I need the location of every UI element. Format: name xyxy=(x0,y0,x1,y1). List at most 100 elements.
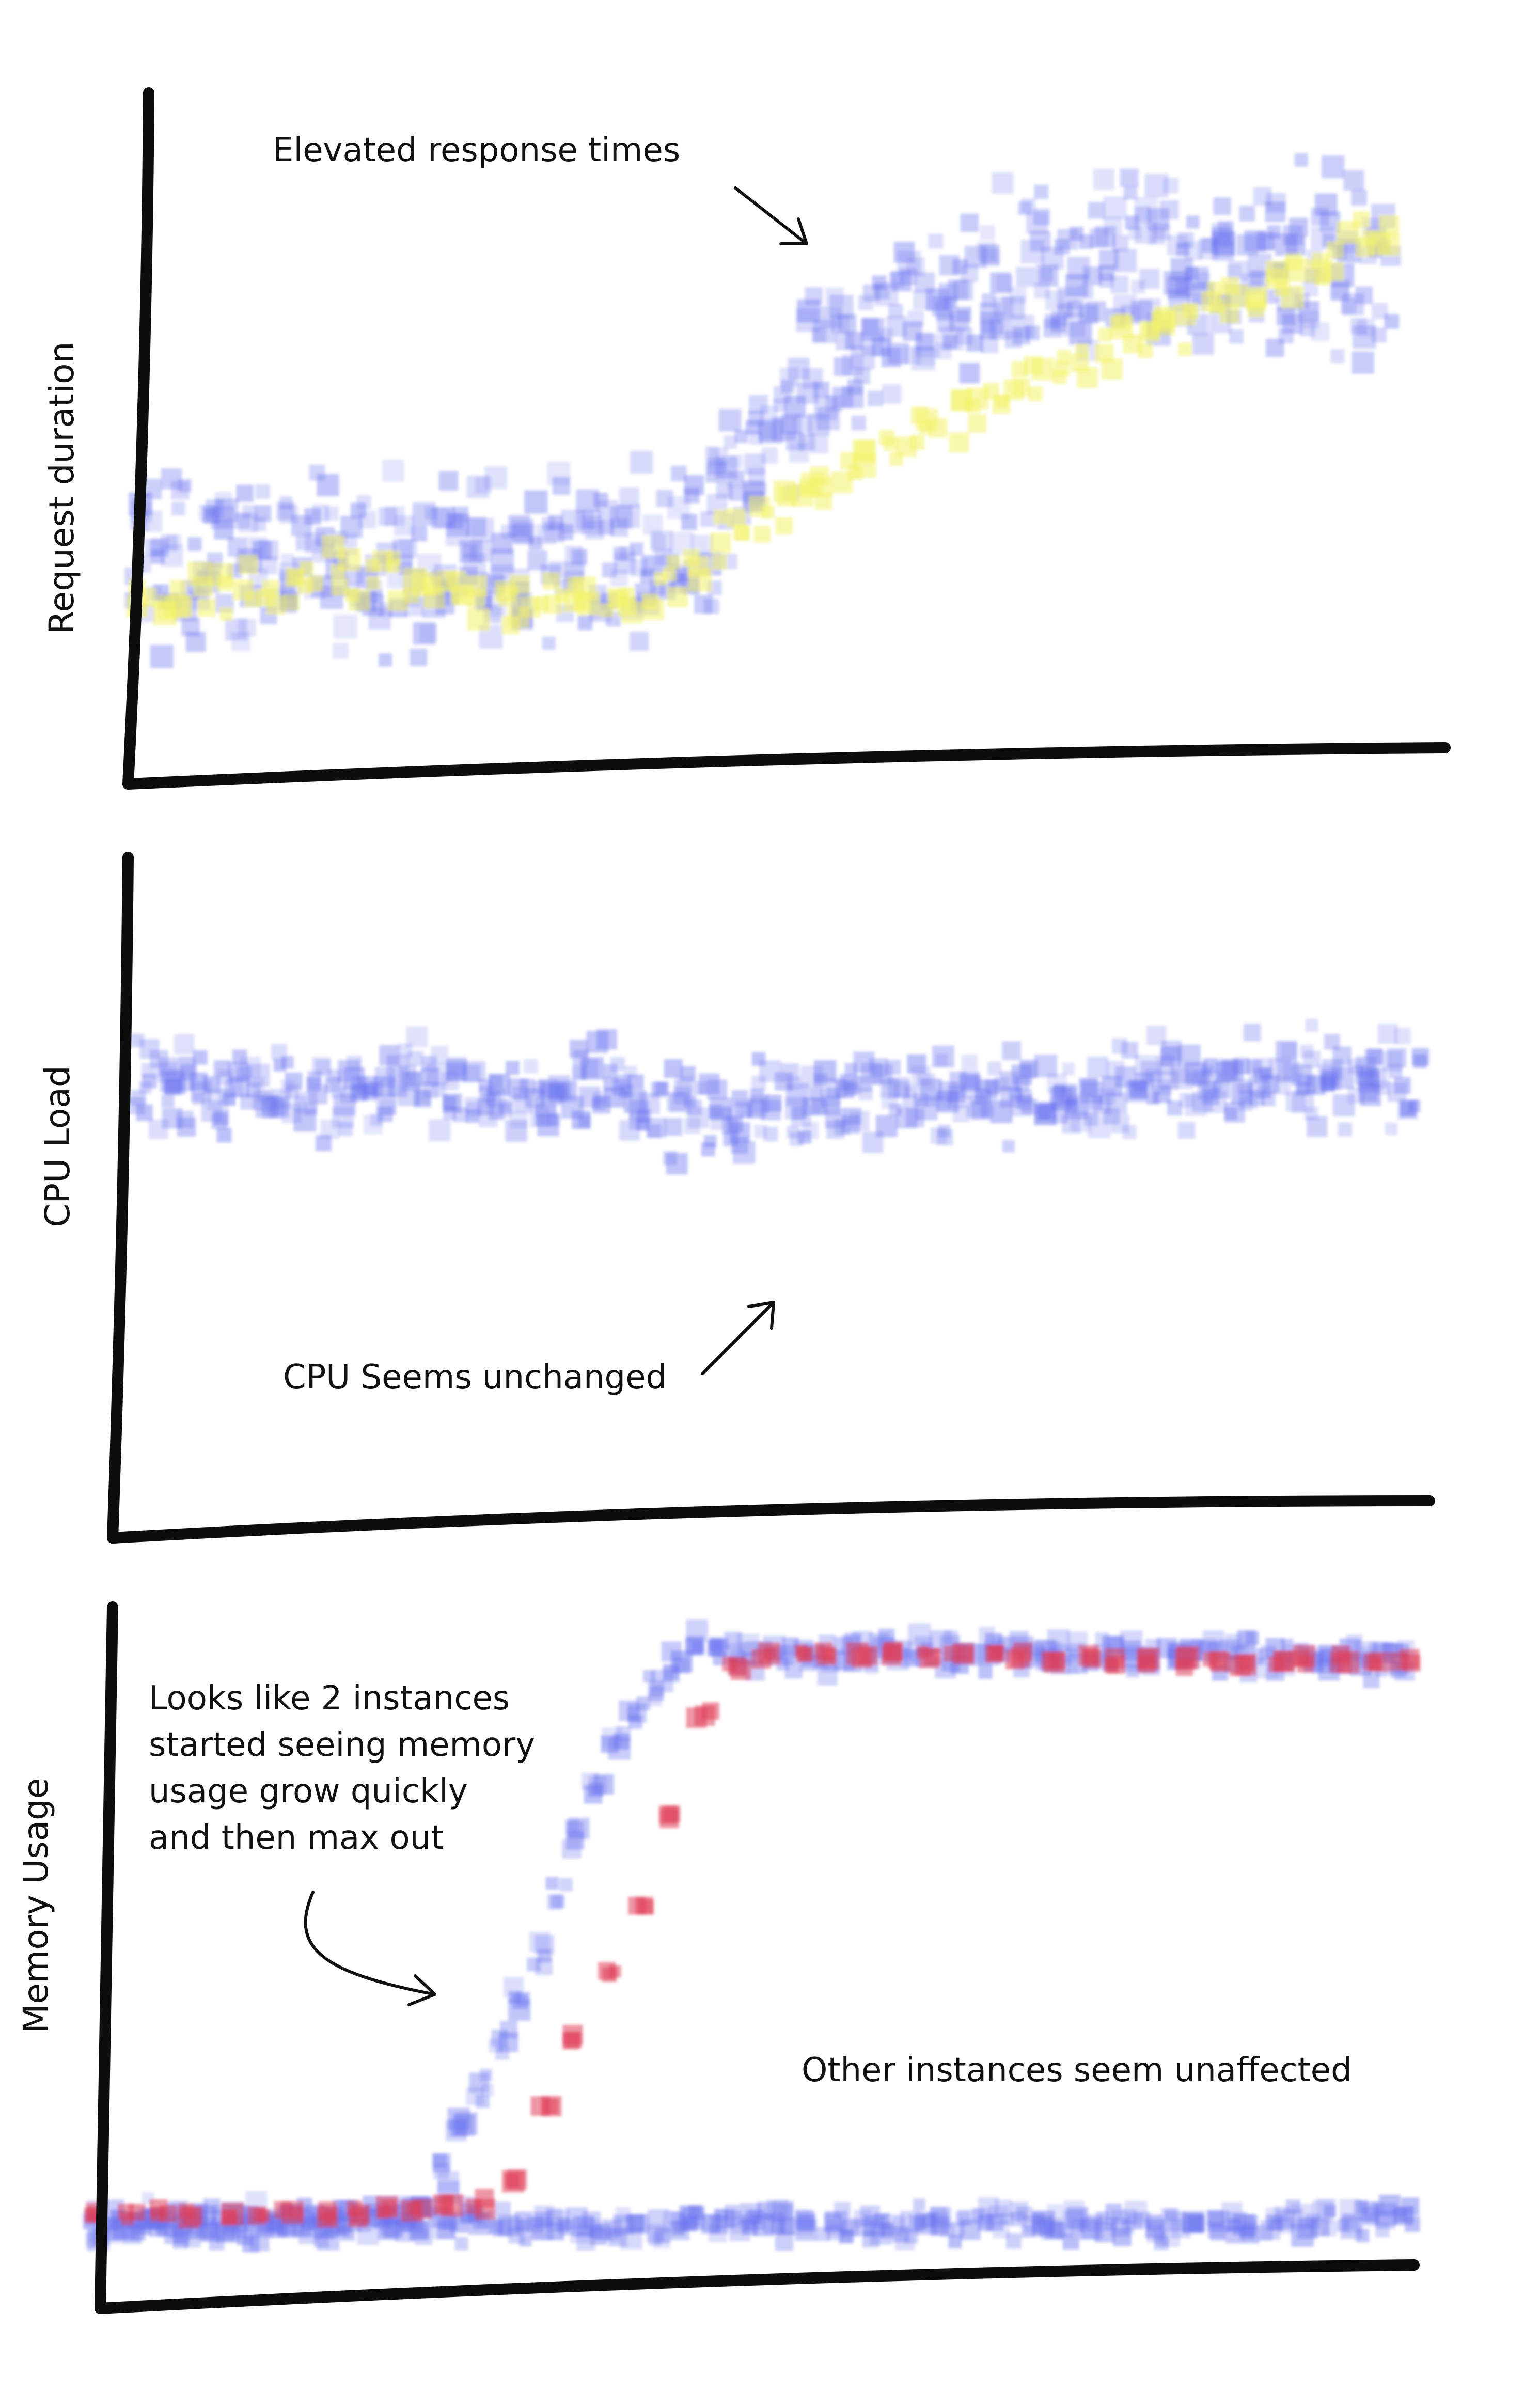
data-point xyxy=(679,2205,700,2226)
data-point xyxy=(1192,333,1214,355)
data-point xyxy=(192,1092,206,1105)
highlight-point xyxy=(958,1646,974,1662)
data-point xyxy=(681,514,697,530)
highlight-point xyxy=(1325,262,1344,281)
highlight-point xyxy=(1378,233,1400,256)
data-point xyxy=(686,1099,702,1115)
data-point xyxy=(413,622,436,645)
data-point xyxy=(566,1831,585,1850)
data-point xyxy=(150,644,174,668)
data-point xyxy=(498,2032,518,2052)
highlight-point xyxy=(1151,311,1175,336)
data-point xyxy=(476,2094,490,2109)
data-point xyxy=(761,1100,781,1121)
data-point xyxy=(596,1029,617,1050)
data-point xyxy=(312,1057,331,1076)
highlight-point xyxy=(758,1642,780,1665)
data-point xyxy=(1314,193,1338,216)
data-point xyxy=(686,1619,709,1642)
highlight-point xyxy=(150,2207,165,2222)
highlight-point xyxy=(1403,1654,1421,1672)
highlight-point xyxy=(1043,1651,1065,1673)
data-point xyxy=(869,1058,888,1077)
data-point xyxy=(216,1127,232,1143)
highlight-point xyxy=(254,2208,267,2221)
data-point xyxy=(379,1098,396,1115)
data-point xyxy=(306,1077,321,1091)
data-point xyxy=(704,1135,717,1148)
highlight-point xyxy=(1247,301,1264,318)
data-point xyxy=(834,2201,851,2219)
highlight-point xyxy=(1137,1649,1156,1669)
data-point xyxy=(578,1115,591,1127)
y-axis-label: Memory Usage xyxy=(16,1777,56,2033)
data-point xyxy=(1110,275,1129,294)
highlight-point xyxy=(376,2196,398,2218)
svg-text:Looks like 2 instances: Looks like 2 instances xyxy=(149,1679,510,1718)
data-point xyxy=(1413,1054,1427,1068)
data-point xyxy=(772,417,796,441)
highlight-point xyxy=(884,436,898,451)
data-point xyxy=(139,1039,160,1059)
data-point xyxy=(1025,325,1040,340)
scatter-points xyxy=(128,1018,1429,1175)
data-point xyxy=(661,1641,682,1662)
data-point xyxy=(237,2229,254,2245)
highlight-point xyxy=(1028,386,1043,401)
data-point xyxy=(1294,153,1308,167)
data-point xyxy=(1079,285,1094,300)
highlight-point xyxy=(1208,1651,1228,1670)
highlight-point xyxy=(423,576,442,595)
highlight-point xyxy=(727,508,746,528)
highlight-point xyxy=(968,414,987,433)
data-point xyxy=(763,1127,778,1142)
highlight-point xyxy=(322,2211,335,2225)
highlight-point xyxy=(219,607,233,621)
data-point xyxy=(1338,1122,1352,1137)
data-point xyxy=(837,314,857,333)
data-point xyxy=(422,1081,439,1098)
highlight-point xyxy=(542,2098,558,2114)
data-point xyxy=(1385,1122,1398,1135)
data-point xyxy=(1043,319,1062,338)
data-point xyxy=(704,599,719,614)
highlight-point xyxy=(347,2200,363,2216)
arrow-icon xyxy=(701,1301,775,1375)
data-point xyxy=(1355,286,1373,304)
highlight-point xyxy=(465,575,487,597)
highlight-point xyxy=(713,510,728,524)
data-point xyxy=(684,1118,701,1134)
panel-request-duration: Request duration Elevated response times xyxy=(42,87,1451,790)
data-point xyxy=(535,1957,553,1975)
data-point xyxy=(699,1073,720,1095)
highlight-point xyxy=(852,1647,872,1668)
highlight-point xyxy=(197,599,216,617)
highlight-point xyxy=(562,2032,580,2050)
data-point xyxy=(1122,1125,1137,1139)
data-point xyxy=(734,430,748,443)
scatter-points xyxy=(83,1619,1421,2253)
data-point xyxy=(1257,1085,1271,1099)
highlight-point xyxy=(816,1646,836,1665)
data-point xyxy=(1040,2217,1063,2240)
data-point xyxy=(980,225,995,240)
y-axis-label: CPU Load xyxy=(38,1065,77,1228)
highlight-point xyxy=(775,517,793,534)
data-point xyxy=(1243,1024,1261,1042)
data-point xyxy=(646,1118,666,1138)
data-point xyxy=(664,1059,683,1078)
highlight-point xyxy=(617,596,636,616)
highlight-point xyxy=(794,1644,808,1658)
highlight-point xyxy=(643,599,664,620)
highlight-point xyxy=(165,595,188,618)
data-point xyxy=(839,2229,853,2244)
data-point xyxy=(1178,1122,1196,1139)
data-point xyxy=(1364,1049,1382,1066)
data-point xyxy=(552,1895,565,1908)
data-point xyxy=(727,470,744,487)
data-point xyxy=(438,471,459,491)
highlight-point xyxy=(1219,304,1239,323)
data-point xyxy=(465,1061,486,1082)
data-point xyxy=(892,2216,906,2231)
data-point xyxy=(956,307,971,322)
